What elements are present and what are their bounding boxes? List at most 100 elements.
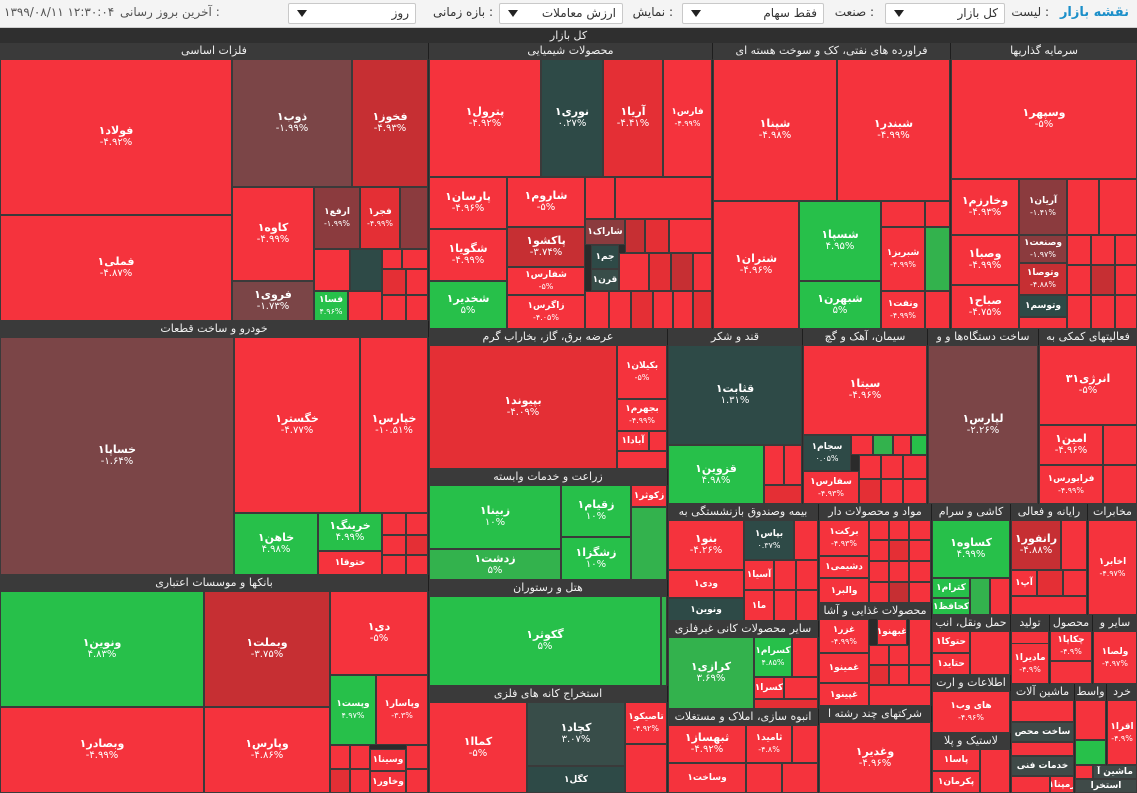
stock-tile[interactable]: حتوکا۱ xyxy=(932,631,970,653)
stock-tile[interactable] xyxy=(909,619,931,665)
stock-tile[interactable]: قرن۱ xyxy=(591,269,619,291)
stock-tile[interactable]: کرازی۱ ۳.۶۹% xyxy=(668,637,754,709)
stock-tile[interactable] xyxy=(859,455,881,479)
stock-tile[interactable]: زکوثر۱ xyxy=(631,485,667,507)
stock-tile[interactable] xyxy=(631,507,667,580)
stock-tile[interactable]: کاوه۱ -۴.۹۹% xyxy=(232,187,314,281)
stock-tile[interactable]: کترام۱ xyxy=(932,578,970,598)
stock-tile[interactable] xyxy=(881,479,903,504)
stock-tile[interactable] xyxy=(909,540,931,561)
stock-tile[interactable]: خرینگ۱ ۴.۹۹% xyxy=(318,513,382,551)
stock-tile[interactable] xyxy=(859,479,881,504)
stock-tile[interactable] xyxy=(746,763,782,793)
stock-tile[interactable] xyxy=(1075,740,1106,765)
stock-tile[interactable]: ساخت محص xyxy=(1011,722,1074,742)
stock-tile[interactable]: مادیرا۱ -۴.۹% xyxy=(1011,643,1049,684)
stock-tile[interactable] xyxy=(1067,265,1091,295)
stock-tile[interactable] xyxy=(330,745,350,769)
stock-tile[interactable]: شفارس۱ -۵% xyxy=(507,267,585,295)
stock-tile[interactable]: بنو۱ -۴.۲۶% xyxy=(668,520,744,570)
stock-tile[interactable]: غزر۱ -۴.۹۹% xyxy=(819,619,869,653)
stock-tile[interactable]: خگستر۱ -۴.۷۷% xyxy=(234,337,360,513)
stock-tile[interactable] xyxy=(609,291,631,329)
stock-tile[interactable] xyxy=(782,763,818,793)
stock-tile[interactable]: ونوین۱ ۴.۸۳% xyxy=(0,591,204,707)
stock-tile[interactable] xyxy=(649,431,667,451)
stock-tile[interactable]: ما۱ xyxy=(744,590,774,621)
stock-tile[interactable]: شاروم۱ -۵% xyxy=(507,177,585,227)
stock-tile[interactable] xyxy=(794,520,818,560)
stock-tile[interactable] xyxy=(869,582,889,603)
stock-tile[interactable]: شپنا۱ -۴.۹۸% xyxy=(713,59,837,201)
stock-tile[interactable]: بپیوند۱ -۴.۰۹% xyxy=(429,345,617,469)
stock-tile[interactable]: دی۱ -۵% xyxy=(330,591,428,675)
stock-tile[interactable]: غمینو۱ xyxy=(819,653,869,683)
stock-tile[interactable]: ونفت۱ -۴.۹۹% xyxy=(881,291,925,329)
stock-tile[interactable] xyxy=(889,540,909,561)
stock-tile[interactable] xyxy=(1037,570,1063,596)
stock-tile[interactable] xyxy=(869,685,931,706)
stock-tile[interactable] xyxy=(1099,179,1137,235)
stock-tile[interactable]: کماا۱ -۵% xyxy=(429,702,527,793)
stock-tile[interactable]: وبصادر۱ -۴.۹۹% xyxy=(0,707,204,793)
stock-tile[interactable] xyxy=(889,561,909,582)
stock-tile[interactable] xyxy=(1011,776,1050,793)
stock-tile[interactable] xyxy=(1115,235,1137,265)
stock-tile[interactable]: وپست۱ ۴.۹۷% xyxy=(330,675,376,745)
stock-tile[interactable]: شاراک۱ xyxy=(585,219,625,245)
stock-tile[interactable]: خساپا۱ -۱.۶۴% xyxy=(0,337,234,575)
stock-tile[interactable]: زقیام۱ ۱۰% xyxy=(561,485,631,537)
stock-tile[interactable]: وتوصا۱ -۴.۸۸% xyxy=(1019,263,1067,295)
stock-tile[interactable]: رمپنا۱ xyxy=(1050,776,1074,793)
stock-tile[interactable] xyxy=(625,744,667,793)
stock-tile[interactable] xyxy=(889,520,909,540)
stock-tile[interactable] xyxy=(382,295,406,321)
stock-tile[interactable] xyxy=(909,520,931,540)
stock-tile[interactable] xyxy=(909,582,931,603)
stock-tile[interactable]: گکوثر۱ ۵% xyxy=(429,596,661,686)
stock-tile[interactable] xyxy=(1103,465,1137,504)
stock-tile[interactable]: فرابورس۱ -۴.۹۹% xyxy=(1039,465,1103,504)
stock-tile[interactable]: سجام۱ ۰.۰۵% xyxy=(803,435,851,471)
stock-tile[interactable]: والبر۱ xyxy=(819,578,869,603)
stock-tile[interactable] xyxy=(1011,742,1074,756)
stock-tile[interactable]: فجر۱ -۴.۹۹% xyxy=(360,187,400,249)
stock-tile[interactable] xyxy=(869,540,889,561)
stock-tile[interactable] xyxy=(1011,596,1087,615)
stock-tile[interactable]: پاکشو۱ -۳.۷۴% xyxy=(507,227,585,267)
stock-tile[interactable]: پکرمان۱ xyxy=(932,771,980,793)
stock-tile[interactable] xyxy=(382,535,406,555)
stock-tile[interactable] xyxy=(617,451,667,469)
stock-tile[interactable]: ودی۱ xyxy=(668,570,744,598)
stock-tile[interactable] xyxy=(873,435,893,455)
stock-tile[interactable] xyxy=(1091,235,1115,265)
stock-tile[interactable] xyxy=(350,769,370,793)
stock-tile[interactable]: اقرا۱ -۴.۹% xyxy=(1107,700,1137,765)
stock-tile[interactable]: وخاور۱ xyxy=(370,771,406,793)
stock-tile[interactable] xyxy=(1115,265,1137,295)
stock-tile[interactable] xyxy=(903,455,927,479)
stock-tile[interactable]: آسیا۱ xyxy=(744,560,774,590)
stock-tile[interactable] xyxy=(784,677,818,699)
stock-tile[interactable] xyxy=(673,291,693,329)
stock-tile[interactable]: وبملت۱ -۳.۷۵% xyxy=(204,591,330,707)
stock-tile[interactable]: شگویا۱ -۴.۹۹% xyxy=(429,229,507,281)
stock-tile[interactable] xyxy=(1075,765,1093,779)
stock-tile[interactable] xyxy=(382,555,406,575)
stock-tile[interactable]: غبهنو۱ xyxy=(877,619,907,645)
stock-tile[interactable] xyxy=(645,219,669,253)
stock-tile[interactable]: شسپا۱ ۴.۹۵% xyxy=(799,201,881,281)
stock-tile[interactable]: شبریز۱ -۴.۹۹% xyxy=(881,227,925,291)
stock-tile[interactable]: آریا۱ -۴.۴۱% xyxy=(603,59,663,177)
stock-tile[interactable] xyxy=(911,435,927,455)
stock-tile[interactable] xyxy=(406,535,428,555)
app-title[interactable]: نقشه بازار xyxy=(1059,5,1129,20)
stock-tile[interactable]: فارس۱ -۴.۹۹% xyxy=(663,59,712,177)
stock-tile[interactable] xyxy=(869,665,889,685)
stock-tile[interactable] xyxy=(619,253,649,291)
industry-dropdown[interactable]: فقط سهام xyxy=(682,3,824,24)
stock-tile[interactable] xyxy=(889,582,909,603)
stock-tile[interactable] xyxy=(869,645,889,665)
stock-tile[interactable]: سیتا۱ -۴.۹۶% xyxy=(803,345,927,435)
stock-tile[interactable] xyxy=(792,637,818,677)
